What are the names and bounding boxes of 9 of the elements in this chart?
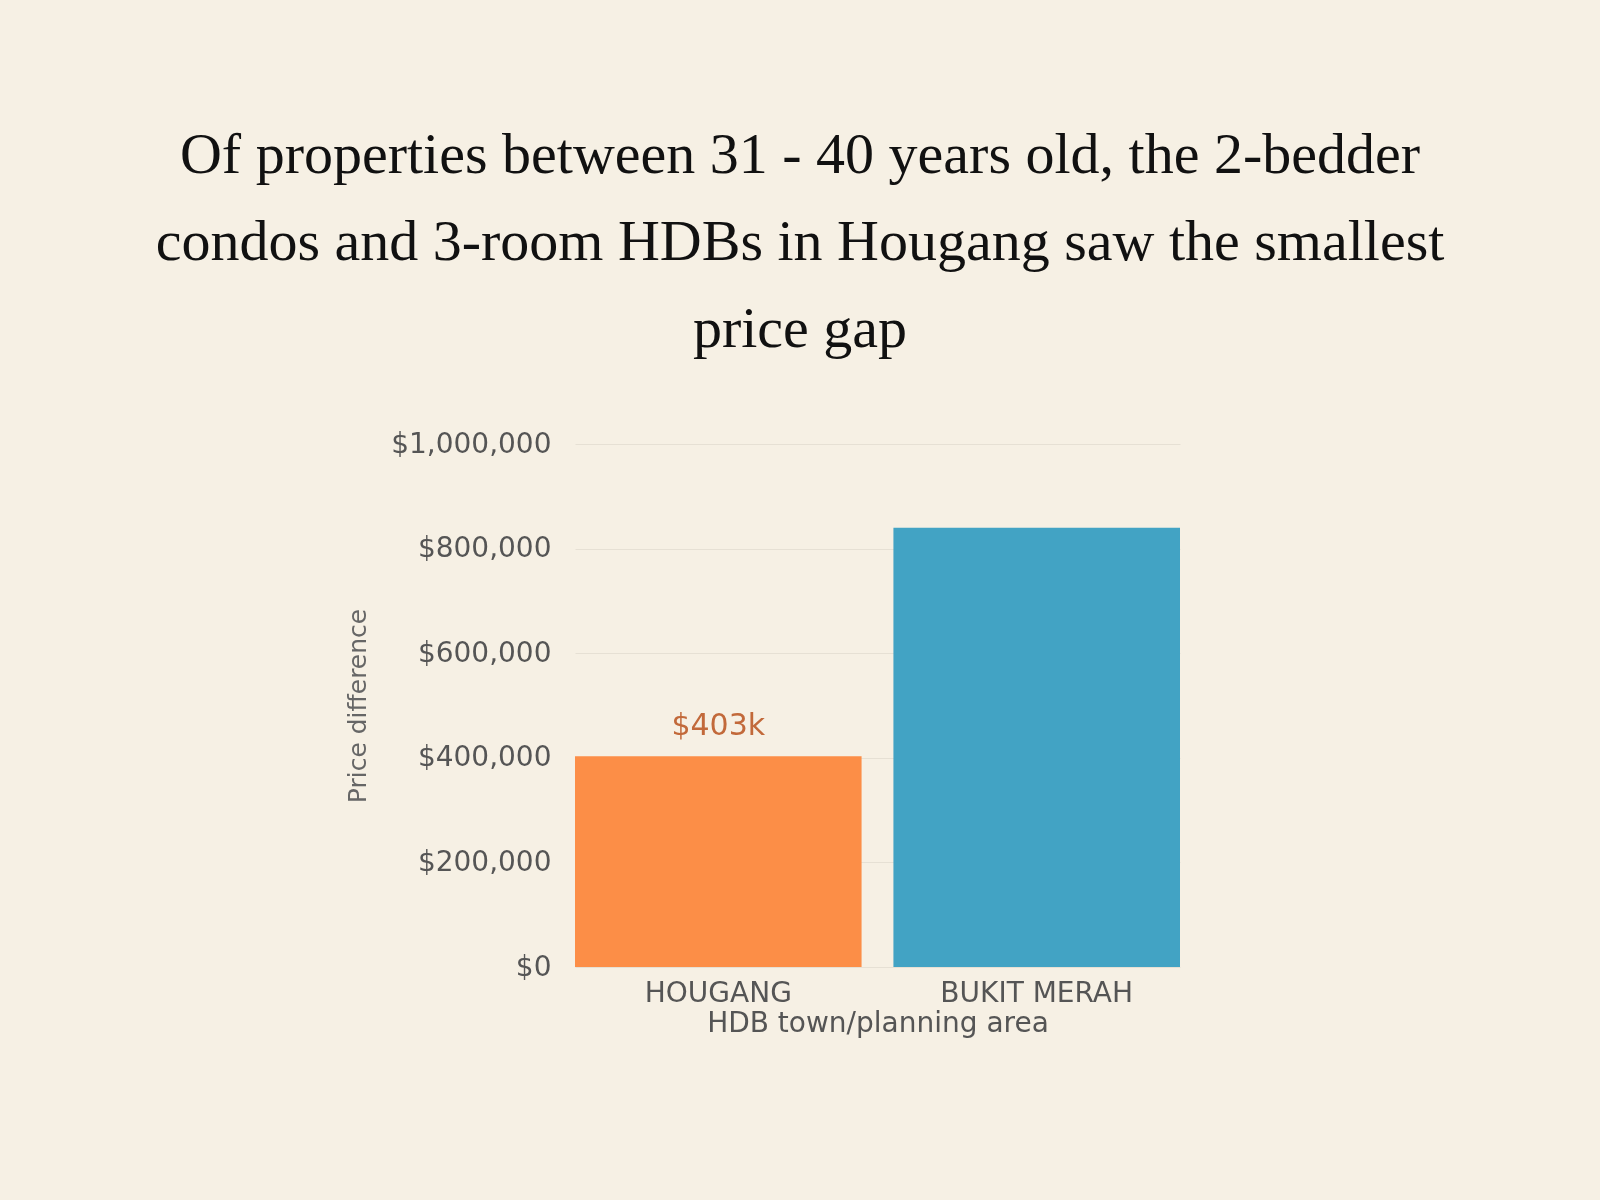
data-label: $403k xyxy=(671,707,766,743)
y-tick-label: $800,000 xyxy=(417,531,552,565)
chart-title: Of properties between 31 - 40 years old, the 2-bedder condos and 3-room HDBs in Hougang saw the smallest price gap xyxy=(154,120,1446,362)
y-tick-label: $600,000 xyxy=(417,635,552,669)
y-axis-title: Price difference xyxy=(343,608,373,804)
y-tick-label: $200,000 xyxy=(417,844,552,878)
y-tick-label: $400,000 xyxy=(417,740,552,774)
y-tick-label: $1,000,000 xyxy=(391,426,552,460)
y-tick-label: $0 xyxy=(515,949,552,983)
